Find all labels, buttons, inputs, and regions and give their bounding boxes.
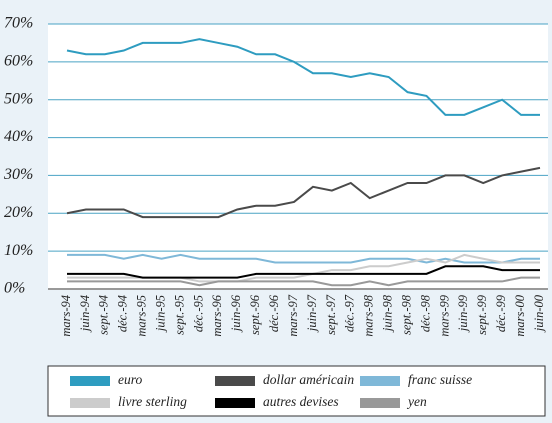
series-line bbox=[66, 166, 541, 219]
legend-swatch bbox=[70, 398, 110, 408]
x-tick-label: mars-96 bbox=[210, 294, 224, 336]
x-tick-label: mars-99 bbox=[437, 294, 451, 336]
series-line bbox=[67, 253, 540, 264]
x-tick-label: juin-94 bbox=[78, 295, 92, 333]
legend-swatch bbox=[360, 398, 400, 408]
legend-label: autres devises bbox=[263, 394, 339, 409]
y-tick-label: 20% bbox=[4, 204, 33, 221]
x-tick-label: mars-95 bbox=[135, 295, 149, 337]
y-tick-label: 50% bbox=[4, 90, 33, 107]
legend-label: livre sterling bbox=[118, 394, 187, 409]
x-tick-label: sept.-99 bbox=[475, 294, 489, 335]
x-tick-label: déc.-96 bbox=[267, 294, 281, 332]
x-tick-label: sept.-95 bbox=[172, 295, 186, 335]
plot-area bbox=[48, 24, 548, 290]
series-line bbox=[67, 276, 540, 287]
y-tick-label: 0% bbox=[4, 280, 25, 297]
x-tick-label: mars-94 bbox=[59, 295, 73, 337]
x-tick-label: juin-95 bbox=[153, 295, 167, 333]
x-tick-label: déc.-98 bbox=[418, 294, 432, 332]
legend-label: franc suisse bbox=[408, 372, 472, 387]
x-tick-label: déc.-94 bbox=[116, 295, 130, 332]
x-tick-label: déc.-97 bbox=[343, 294, 357, 332]
legend-swatch bbox=[70, 376, 110, 386]
legend bbox=[47, 365, 546, 417]
legend-label: yen bbox=[406, 394, 427, 409]
x-tick-label: sept.-94 bbox=[97, 295, 111, 335]
series-line bbox=[66, 38, 540, 116]
x-tick-label: mars-00 bbox=[513, 294, 527, 336]
legend-swatch bbox=[360, 376, 400, 386]
x-tick-label: juin-97 bbox=[305, 294, 319, 333]
x-tick-label: juin-96 bbox=[229, 294, 243, 333]
x-tick-label: déc.-99 bbox=[494, 294, 508, 332]
legend-swatch bbox=[215, 376, 255, 386]
y-tick-label: 60% bbox=[4, 53, 33, 70]
x-tick-label: mars-97 bbox=[286, 294, 300, 336]
y-tick-label: 10% bbox=[4, 242, 33, 259]
x-tick-label: mars-98 bbox=[362, 294, 376, 336]
y-tick-label: 40% bbox=[4, 128, 33, 145]
legend-label: euro bbox=[118, 372, 142, 387]
x-tick-label: sept.-97 bbox=[324, 294, 338, 335]
x-tick-label: juin-00 bbox=[532, 294, 546, 333]
y-tick-label: 70% bbox=[4, 15, 33, 32]
series-line bbox=[67, 265, 540, 279]
x-tick-label: sept.-98 bbox=[399, 294, 413, 335]
x-tick-label: juin-99 bbox=[456, 294, 470, 333]
x-tick-label: sept.-96 bbox=[248, 294, 262, 335]
x-tick-label: déc.-95 bbox=[191, 295, 205, 332]
legend-swatch bbox=[215, 398, 255, 408]
y-tick-label: 30% bbox=[3, 166, 33, 183]
x-tick-label: juin-98 bbox=[381, 294, 395, 333]
legend-label: dollar américain bbox=[263, 372, 354, 387]
